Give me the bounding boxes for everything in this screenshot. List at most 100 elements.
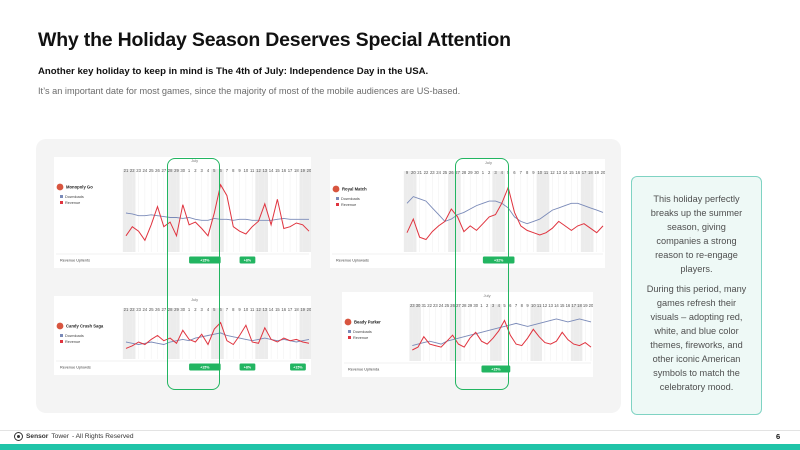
uplift-badge <box>189 363 221 371</box>
x-tick-label: 3 <box>494 170 497 175</box>
x-tick-label: 25 <box>445 303 450 308</box>
x-tick-label: 6 <box>509 303 512 308</box>
legend-label: Revenue <box>341 203 356 207</box>
x-tick-label: 27 <box>161 307 166 312</box>
x-tick-label: 3 <box>201 307 204 312</box>
series-line-downloads <box>125 332 310 345</box>
x-tick-label: 13 <box>262 307 267 312</box>
x-tick-label: 12 <box>256 168 261 173</box>
x-tick-label: 23 <box>433 303 438 308</box>
legend-label: Downloads <box>65 334 84 338</box>
x-tick-label: 27 <box>455 170 460 175</box>
x-tick-label: 30 <box>473 303 478 308</box>
x-tick-label: 16 <box>566 303 571 308</box>
revenue-uplift-label: Revenue Uplients <box>60 259 90 263</box>
legend-swatch <box>60 195 63 198</box>
x-tick-label: 14 <box>563 170 568 175</box>
x-tick-label: 14 <box>554 303 559 308</box>
x-tick-label: 11 <box>544 170 549 175</box>
x-tick-label: 18 <box>577 303 582 308</box>
x-tick-label: 12 <box>550 170 555 175</box>
x-tick-label: 30 <box>180 307 185 312</box>
x-tick-label: 13 <box>556 170 561 175</box>
x-tick-label: 23 <box>430 170 435 175</box>
x-tick-label: 26 <box>450 303 455 308</box>
weekend-band <box>122 308 136 359</box>
game-name: Monopoly Go <box>66 185 93 190</box>
x-tick-label: 9 <box>532 170 535 175</box>
weekend-band <box>580 171 594 252</box>
x-tick-label: 1 <box>482 170 485 175</box>
x-tick-label: 18 <box>294 307 299 312</box>
x-tick-label: 4 <box>207 307 210 312</box>
x-tick-label: 21 <box>124 168 129 173</box>
x-tick-label: 19 <box>583 303 588 308</box>
x-tick-label: 8 <box>232 307 235 312</box>
legend-label: Revenue <box>353 336 368 340</box>
x-tick-label: 24 <box>439 303 444 308</box>
game-avatar <box>56 183 64 191</box>
x-tick-label: 18 <box>294 168 299 173</box>
x-tick-label: 6 <box>513 170 516 175</box>
game-avatar <box>332 185 340 193</box>
series-line-revenue <box>406 185 604 241</box>
x-tick-label: 7 <box>515 303 518 308</box>
uplift-badge-label: +15% <box>491 368 501 372</box>
page-number: 6 <box>776 432 781 441</box>
callout-box: This holiday perfectly breaks up the sum… <box>631 176 762 415</box>
legend-label: Revenue <box>65 340 80 344</box>
weekend-band <box>255 169 268 252</box>
weekend-band <box>255 308 268 359</box>
revenue-uplift-label: Revenue Uplowads <box>336 259 369 263</box>
x-tick-label: 9 <box>238 307 241 312</box>
x-tick-label: 7 <box>520 170 523 175</box>
uplift-badge <box>290 363 306 371</box>
x-tick-label: 26 <box>155 168 160 173</box>
x-tick-label: 3 <box>492 303 495 308</box>
x-tick-label: 17 <box>571 303 576 308</box>
legend-swatch <box>60 334 63 337</box>
x-tick-label: 30 <box>474 170 479 175</box>
x-tick-label: 6 <box>219 307 222 312</box>
x-tick-label: 16 <box>575 170 580 175</box>
x-tick-label: 30 <box>416 303 421 308</box>
series-line-revenue <box>412 319 592 351</box>
x-tick-label: 25 <box>149 168 154 173</box>
weekend-band <box>122 169 136 252</box>
x-tick-label: 19 <box>300 168 305 173</box>
x-tick-label: 13 <box>262 168 267 173</box>
x-tick-label: 2 <box>194 307 197 312</box>
game-name: Royal Match <box>342 187 367 192</box>
x-tick-label: 2 <box>488 170 491 175</box>
x-tick-label: 22 <box>130 168 135 173</box>
x-tick-label: 20 <box>411 170 416 175</box>
weekend-band <box>403 171 417 252</box>
x-tick-label: 4 <box>498 303 501 308</box>
x-tick-label: 11 <box>250 307 255 312</box>
uplift-badge-label: +8% <box>244 259 252 263</box>
month-label: July <box>191 158 198 163</box>
weekend-band <box>570 304 583 361</box>
x-tick-label: 23 <box>136 168 141 173</box>
x-tick-label: 31 <box>421 303 426 308</box>
x-tick-label: 20 <box>307 168 311 173</box>
x-tick-label: 8 <box>521 303 524 308</box>
x-tick-label: 21 <box>124 307 129 312</box>
page-subtitle: Another key holiday to keep in mind is T… <box>38 66 429 77</box>
x-tick-label: 15 <box>560 303 565 308</box>
x-tick-label: 7 <box>226 307 229 312</box>
footer-rights: - All Rights Reserved <box>71 433 134 440</box>
x-tick-label: 9 <box>526 303 529 308</box>
x-tick-label: 24 <box>143 307 148 312</box>
series-line-downloads <box>412 318 592 347</box>
x-tick-label: 27 <box>161 168 166 173</box>
brand-bar <box>0 444 800 450</box>
x-tick-label: 5 <box>503 303 506 308</box>
x-tick-label: 29 <box>174 307 179 312</box>
x-tick-label: 4 <box>207 168 210 173</box>
x-tick-label: 5 <box>213 307 216 312</box>
x-tick-label: 25 <box>443 170 448 175</box>
x-tick-label: 25 <box>149 307 154 312</box>
x-tick-label: 1 <box>188 168 191 173</box>
uplift-badge <box>239 363 256 371</box>
